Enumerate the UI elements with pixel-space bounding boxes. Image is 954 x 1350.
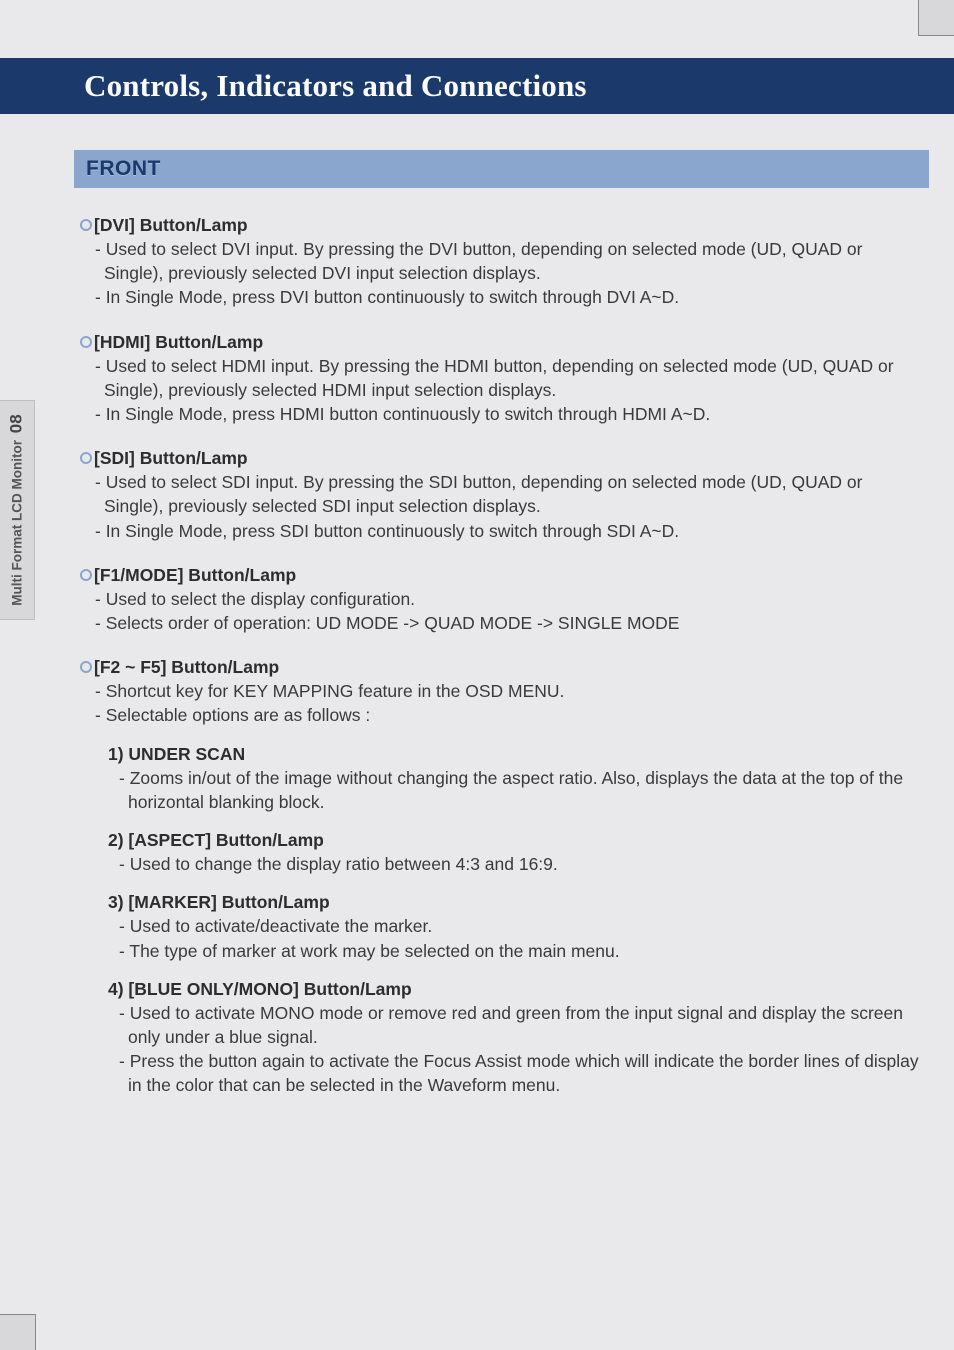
page-title: Controls, Indicators and Connections	[84, 68, 587, 104]
option-line: - Zooms in/out of the image without chan…	[84, 766, 924, 814]
option-head: 4) [BLUE ONLY/MONO] Button/Lamp	[84, 977, 924, 1001]
option-head: 1) UNDER SCAN	[84, 742, 924, 766]
item-line: - Used to select the display configurati…	[84, 587, 924, 611]
side-page-tab: Multi Format LCD Monitor 08	[0, 400, 35, 620]
option-line: - Used to change the display ratio betwe…	[84, 852, 924, 876]
crop-mark-bottom-left	[0, 1314, 36, 1350]
document-page: Controls, Indicators and Connections FRO…	[0, 0, 954, 1350]
option-line: - The type of marker at work may be sele…	[84, 939, 924, 963]
side-tab-page-number: 08	[7, 414, 26, 433]
item-line: - Selectable options are as follows :	[84, 703, 924, 727]
item-head: [SDI] Button/Lamp	[84, 446, 924, 470]
content-area: [DVI] Button/Lamp - Used to select DVI i…	[84, 213, 924, 1117]
item-line: - In Single Mode, press DVI button conti…	[84, 285, 924, 309]
section-heading: FRONT	[86, 157, 161, 181]
item-line: - Shortcut key for KEY MAPPING feature i…	[84, 679, 924, 703]
item-dvi: [DVI] Button/Lamp - Used to select DVI i…	[84, 213, 924, 310]
option-line: - Used to activate/deactivate the marker…	[84, 914, 924, 938]
item-line: - Used to select DVI input. By pressing …	[84, 237, 924, 285]
option-line: - Press the button again to activate the…	[84, 1049, 924, 1097]
side-tab-label: Multi Format LCD Monitor	[10, 440, 25, 606]
item-line: - Selects order of operation: UD MODE ->…	[84, 611, 924, 635]
item-sdi: [SDI] Button/Lamp - Used to select SDI i…	[84, 446, 924, 543]
item-head: [HDMI] Button/Lamp	[84, 330, 924, 354]
crop-mark-top-right	[918, 0, 954, 36]
item-head: [F1/MODE] Button/Lamp	[84, 563, 924, 587]
item-head: [DVI] Button/Lamp	[84, 213, 924, 237]
option-line: - Used to activate MONO mode or remove r…	[84, 1001, 924, 1049]
item-line: - In Single Mode, press HDMI button cont…	[84, 402, 924, 426]
option-head: 2) [ASPECT] Button/Lamp	[84, 828, 924, 852]
side-tab-text: Multi Format LCD Monitor 08	[7, 414, 27, 605]
item-line: - In Single Mode, press SDI button conti…	[84, 519, 924, 543]
item-hdmi: [HDMI] Button/Lamp - Used to select HDMI…	[84, 330, 924, 427]
item-line: - Used to select HDMI input. By pressing…	[84, 354, 924, 402]
item-line: - Used to select SDI input. By pressing …	[84, 470, 924, 518]
item-f2-f5: [F2 ~ F5] Button/Lamp - Shortcut key for…	[84, 655, 924, 1097]
option-head: 3) [MARKER] Button/Lamp	[84, 890, 924, 914]
item-f1-mode: [F1/MODE] Button/Lamp - Used to select t…	[84, 563, 924, 635]
item-head: [F2 ~ F5] Button/Lamp	[84, 655, 924, 679]
page-title-bar: Controls, Indicators and Connections	[0, 58, 954, 114]
section-heading-band: FRONT	[74, 150, 929, 188]
